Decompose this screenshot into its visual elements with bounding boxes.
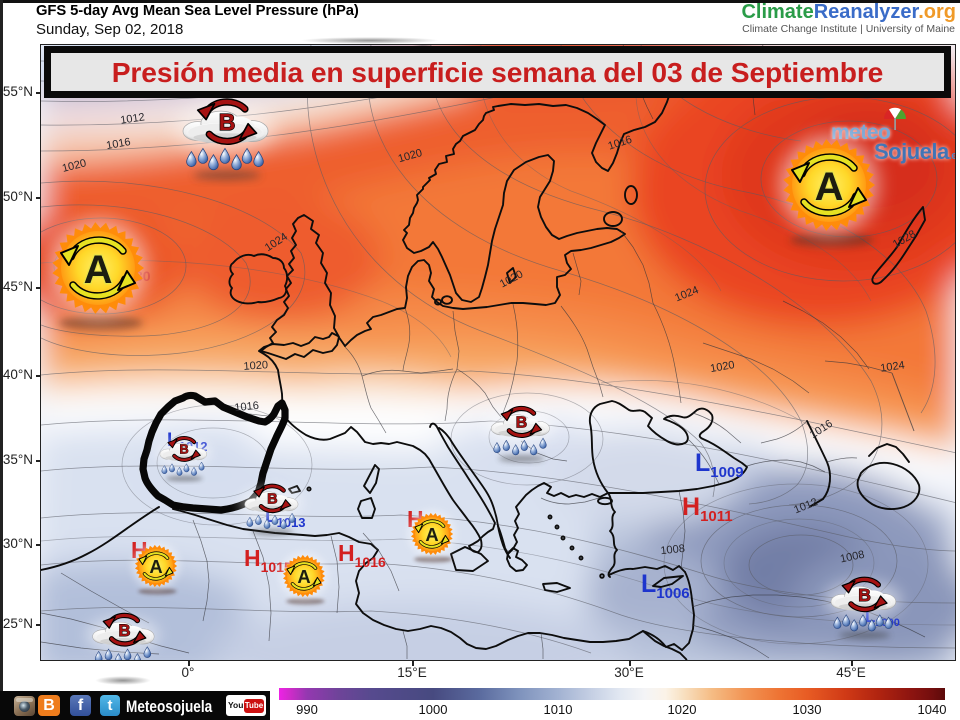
svg-text:1016: 1016 xyxy=(234,400,260,414)
svg-text:1008: 1008 xyxy=(839,549,865,566)
svg-text:1020: 1020 xyxy=(709,359,735,375)
svg-text:1020: 1020 xyxy=(243,359,268,373)
svg-text:H1011: H1011 xyxy=(682,493,733,525)
svg-text:1020: 1020 xyxy=(61,157,88,175)
svg-text:Sojuela: Sojuela xyxy=(874,139,950,164)
svg-text:1008: 1008 xyxy=(660,543,686,557)
svg-text:1016: 1016 xyxy=(105,136,131,152)
svg-text:1024: 1024 xyxy=(880,359,906,374)
svg-text:1012: 1012 xyxy=(120,111,146,126)
svg-text:Sojuela.es: Sojuela.es xyxy=(874,139,956,164)
